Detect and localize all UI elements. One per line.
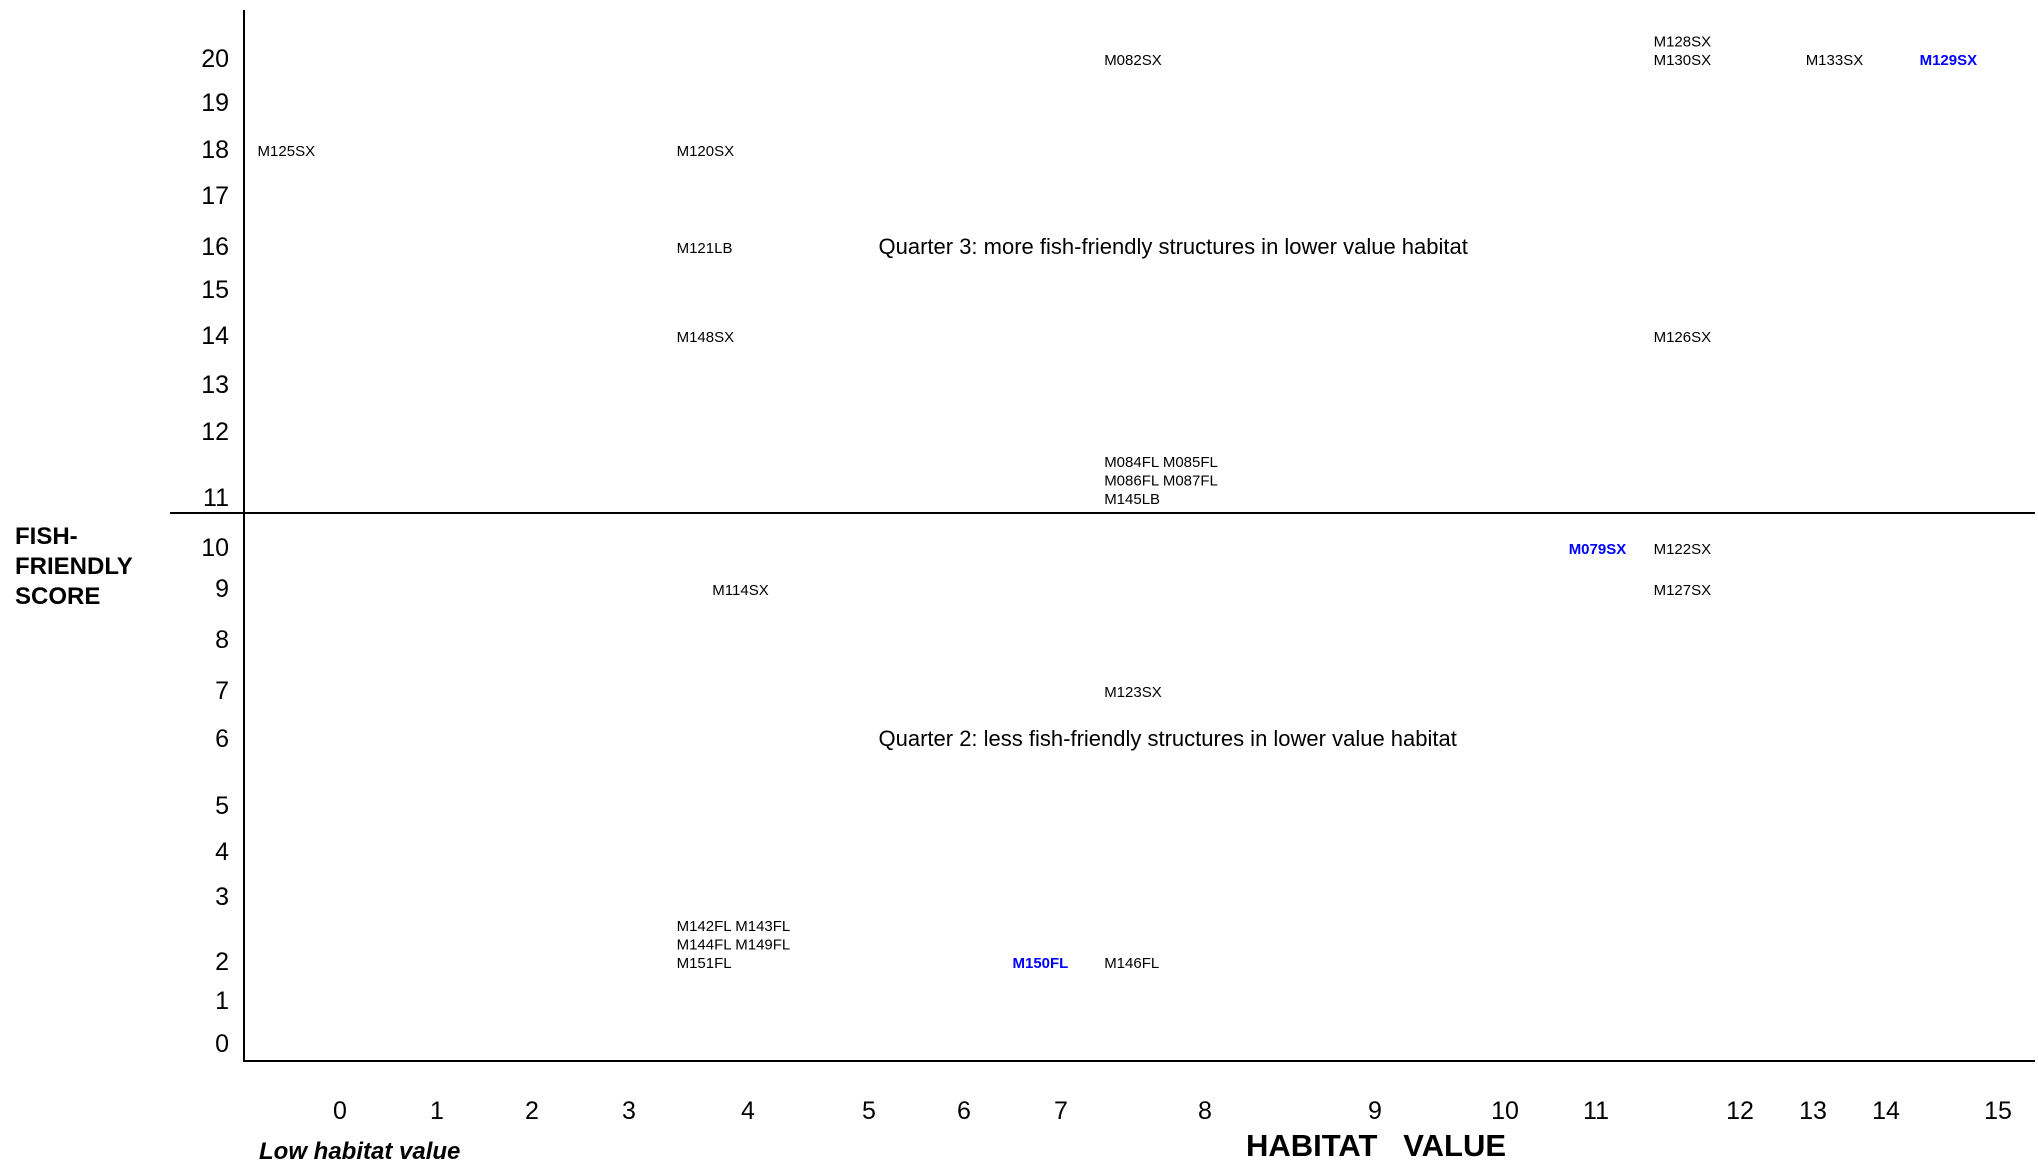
- point-label: M142FL M143FL: [677, 918, 791, 935]
- quarter-annotations: Quarter 3: more fish-friendly structures…: [879, 234, 1468, 751]
- y-tick-label: 15: [201, 276, 229, 304]
- point-label: M084FL M085FL: [1104, 454, 1218, 471]
- point-label: M133SX: [1806, 52, 1864, 69]
- y-tick-label: 13: [201, 371, 229, 399]
- point-label: M128SX: [1654, 34, 1712, 51]
- y-tick-label: 9: [215, 575, 229, 603]
- point-label: M121LB: [677, 240, 733, 257]
- y-tick-label: 2: [215, 948, 229, 976]
- y-axis-title-line: SCORE: [15, 583, 100, 610]
- y-axis-title: FISH- FRIENDLY SCORE: [15, 523, 133, 610]
- y-tick-label: 20: [201, 45, 229, 73]
- y-tick-label: 4: [215, 838, 229, 866]
- point-label: M145LB: [1104, 491, 1160, 508]
- x-tick-label: 12: [1726, 1097, 1754, 1125]
- x-tick-label: 11: [1583, 1097, 1609, 1125]
- x-tick-label: 1: [430, 1097, 444, 1125]
- x-tick-label: 5: [862, 1097, 876, 1125]
- point-label: M079SX: [1569, 541, 1627, 558]
- point-label: M126SX: [1654, 329, 1712, 346]
- y-tick-label: 16: [201, 233, 229, 261]
- x-tick-label: 2: [525, 1097, 539, 1125]
- quarter-label: Quarter 3: more fish-friendly structures…: [879, 234, 1468, 259]
- y-axis-title-line: FRIENDLY: [15, 553, 133, 580]
- y-axis-title-line: FISH-: [15, 523, 78, 550]
- y-tick-label: 5: [215, 792, 229, 820]
- x-tick-label: 7: [1054, 1097, 1068, 1125]
- quarter-label: Quarter 2: less fish-friendly structures…: [879, 726, 1457, 751]
- point-label: M146FL: [1104, 955, 1159, 972]
- x-tick-label: 10: [1491, 1097, 1519, 1125]
- y-tick-label: 8: [215, 626, 229, 654]
- point-label: M125SX: [258, 143, 316, 160]
- point-label: M127SX: [1654, 582, 1712, 599]
- point-label: M129SX: [1920, 52, 1978, 69]
- y-tick-label: 17: [201, 182, 229, 210]
- y-tick-label: 10: [201, 534, 229, 562]
- y-tick-label: 14: [201, 322, 229, 350]
- x-tick-label: 9: [1368, 1097, 1382, 1125]
- point-label: M150FL: [1013, 955, 1069, 972]
- point-label: M148SX: [677, 329, 735, 346]
- x-tick-label: 4: [741, 1097, 755, 1125]
- low-habitat-note: Low habitat value: [259, 1138, 460, 1161]
- y-tick-label: 19: [201, 89, 229, 117]
- y-tick-label: 12: [201, 418, 229, 446]
- point-label: M086FL M087FL: [1104, 473, 1218, 490]
- x-tick-labels: 0 1 2 3 4 5 6 7 8 9 10 11 12 13 14 15: [333, 1097, 2012, 1125]
- y-tick-label: 18: [201, 136, 229, 164]
- point-label: M144FL M149FL: [677, 937, 791, 954]
- point-label: M130SX: [1654, 52, 1712, 69]
- point-label: M123SX: [1104, 684, 1162, 701]
- x-tick-label: 14: [1872, 1097, 1900, 1125]
- y-tick-label: 7: [215, 677, 229, 705]
- x-tick-label: 13: [1799, 1097, 1827, 1125]
- y-tick-label: 1: [215, 987, 229, 1015]
- x-axis-title: HABITAT VALUE: [1246, 1128, 1506, 1161]
- point-label: M120SX: [677, 143, 735, 160]
- point-label: M122SX: [1654, 541, 1712, 558]
- point-label: M151FL: [677, 955, 732, 972]
- point-label: M114SX: [712, 582, 768, 599]
- x-tick-label: 8: [1198, 1097, 1212, 1125]
- point-label: M082SX: [1104, 52, 1162, 69]
- y-tick-label: 11: [203, 484, 229, 512]
- x-tick-label: 6: [957, 1097, 971, 1125]
- x-tick-label: 0: [333, 1097, 347, 1125]
- y-tick-label: 6: [215, 725, 229, 753]
- x-tick-label: 3: [622, 1097, 636, 1125]
- y-tick-label: 3: [215, 883, 229, 911]
- x-tick-label: 15: [1984, 1097, 2012, 1125]
- y-tick-label: 0: [215, 1030, 229, 1058]
